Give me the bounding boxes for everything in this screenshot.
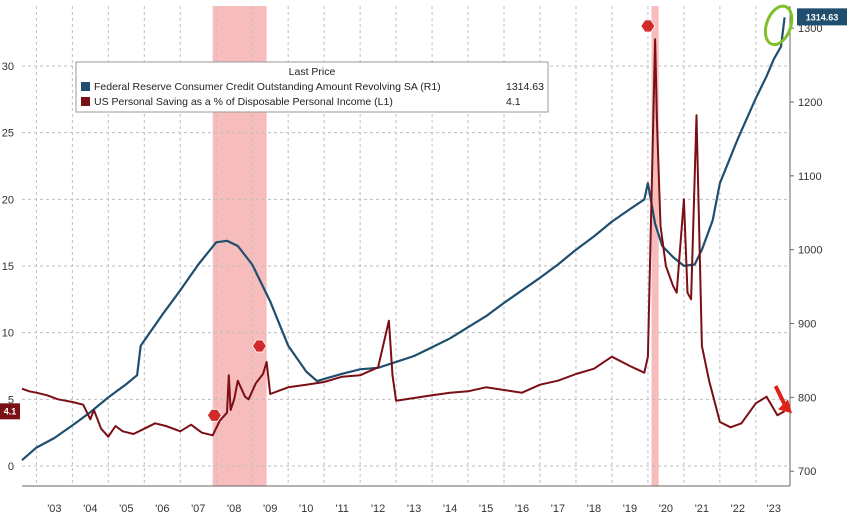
series-line-saving-rate — [21, 38, 786, 438]
x-tick-label: '15 — [479, 503, 493, 515]
event-marker — [251, 339, 267, 353]
series-line-consumer-credit — [21, 17, 786, 462]
x-tick-label: '21 — [695, 503, 709, 515]
x-tick-label: '13 — [407, 503, 421, 515]
x-tick-label: '06 — [155, 503, 169, 515]
legend-title: Last Price — [289, 66, 336, 78]
y-left-tick-label: 0 — [8, 461, 14, 473]
annotations — [206, 4, 794, 422]
x-tick-label: '17 — [551, 503, 565, 515]
y-right-tick-label: 1200 — [798, 97, 822, 109]
x-tick-label: '14 — [443, 503, 457, 515]
series-lines — [21, 17, 786, 462]
y-right-tick-label: 700 — [798, 466, 816, 478]
y-left-tick-label: 30 — [2, 61, 14, 73]
y-right-tick-label: 1000 — [798, 245, 822, 257]
x-tick-label: '08 — [227, 503, 241, 515]
event-marker — [206, 408, 222, 422]
x-tick-label: '19 — [623, 503, 637, 515]
y-right-tick-label: 900 — [798, 319, 816, 331]
y-left-tick-label: 25 — [2, 128, 14, 140]
legend-swatch — [81, 82, 90, 91]
x-tick-label: '05 — [119, 503, 133, 515]
legend-label: US Personal Saving as a % of Disposable … — [94, 96, 393, 108]
y-right-tick-label: 1300 — [798, 23, 822, 35]
y-left-tick-label: 20 — [2, 194, 14, 206]
x-tick-label: '18 — [587, 503, 601, 515]
legend-label: Federal Reserve Consumer Credit Outstand… — [94, 81, 441, 93]
last-value-tag-left — [0, 403, 20, 420]
highlight-ellipse — [763, 4, 794, 47]
x-tick-label: '09 — [263, 503, 277, 515]
y-left-tick-label: 10 — [2, 328, 14, 340]
arrow-head — [778, 399, 792, 414]
y-left-tick-label: 5 — [8, 394, 14, 406]
x-tick-label: '11 — [335, 503, 349, 515]
x-tick-label: '10 — [299, 503, 313, 515]
last-value-tags: 1314.63 4.1 — [0, 8, 847, 420]
last-value-tag-right — [797, 8, 847, 26]
legend-swatch — [81, 97, 90, 106]
last-value-right-text: 1314.63 — [806, 12, 839, 22]
legend: Last Price Federal Reserve Consumer Credi… — [75, 61, 549, 113]
x-tick-label: '23 — [767, 503, 781, 515]
x-tick-label: '07 — [191, 503, 205, 515]
axes: 0 5 10 15 20 25 30 700 800 900 1000 1100 1200 1300 '03… — [2, 6, 822, 515]
x-tick-label: '04 — [83, 503, 97, 515]
y-left-tick-label: 15 — [2, 261, 14, 273]
x-tick-label: '22 — [731, 503, 745, 515]
legend-box — [75, 61, 549, 113]
recession-band — [651, 6, 659, 486]
event-marker — [640, 19, 656, 33]
y-right-tick-label: 800 — [798, 392, 816, 404]
x-tick-label: '12 — [371, 503, 385, 515]
y-right-tick-label: 1100 — [798, 171, 822, 183]
legend-value: 4.1 — [506, 96, 521, 108]
x-tick-label: '20 — [659, 503, 673, 515]
x-tick-label: '03 — [47, 503, 61, 515]
last-value-left-text: 4.1 — [4, 406, 17, 416]
legend-value: 1314.63 — [506, 81, 544, 93]
x-tick-label: '16 — [515, 503, 529, 515]
